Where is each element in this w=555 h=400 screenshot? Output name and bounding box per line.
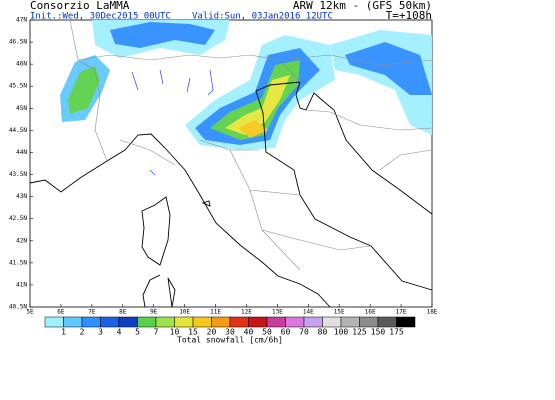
lat-label: 42N (16, 237, 27, 244)
lat-label: 40.5N (9, 304, 27, 311)
legend-level: 20 (207, 328, 217, 337)
init-time: Init.:Wed, 30Dec2015 00UTC (30, 12, 171, 22)
legend-level: 5 (135, 328, 140, 337)
lon-label: 13E (272, 309, 283, 316)
lon-label: 18E (427, 309, 438, 316)
legend-swatch (396, 316, 416, 328)
model-title: ARW 12km - (GFS 50km) (293, 0, 432, 12)
legend-level: 80 (318, 328, 328, 337)
legend-level: 1 (61, 328, 66, 337)
lon-label: 14E (303, 309, 314, 316)
lon-label: 7E (88, 309, 96, 316)
legend-level: 4 (117, 328, 122, 337)
coastline (29, 81, 433, 308)
legend-swatch (174, 316, 194, 328)
lon-label: 10E (179, 309, 190, 316)
valid-time: Valid:Sun, 03Jan2016 12UTC (192, 12, 333, 22)
lon-label: 11E (210, 309, 221, 316)
lat-label: 43N (16, 193, 27, 200)
legend-swatch (211, 316, 231, 328)
legend-swatch (44, 316, 64, 328)
legend-level: 15 (188, 328, 198, 337)
lat-label: 44.5N (9, 127, 27, 134)
legend-swatch (100, 316, 120, 328)
lat-label: 46.5N (9, 39, 27, 46)
lat-label: 47N (16, 17, 27, 24)
lon-label: 15E (334, 309, 345, 316)
borders (69, 19, 433, 271)
legend-title: Total snowfall [cm/6h] (177, 336, 283, 345)
legend-level: 2 (80, 328, 85, 337)
legend-swatch (155, 316, 175, 328)
legend-level: 150 (371, 328, 386, 337)
legend-level: 100 (334, 328, 349, 337)
legend-level: 10 (170, 328, 180, 337)
legend-swatch (266, 316, 286, 328)
lat-label: 45N (16, 105, 27, 112)
legend-level: 7 (154, 328, 159, 337)
legend-swatch (248, 316, 268, 328)
lat-label: 41.5N (9, 259, 27, 266)
lat-label: 43.5N (9, 171, 27, 178)
lead-time: T=+108h (386, 9, 432, 22)
color-legend: 1 2 3 4 5 7 10 15 20 30 40 50 60 70 80 100 125 150 175 (44, 316, 416, 337)
lon-label: 6E (57, 309, 65, 316)
legend-swatch (137, 316, 157, 328)
legend-swatch (285, 316, 305, 328)
legend-swatch (118, 316, 138, 328)
lon-label: 5E (26, 309, 34, 316)
lon-label: 8E (119, 309, 127, 316)
legend-swatch (63, 316, 83, 328)
legend-swatch (303, 316, 323, 328)
legend-level: 70 (299, 328, 309, 337)
legend-swatch (322, 316, 342, 328)
lakes (131, 69, 214, 176)
map-graticule-labels: 47N 46.5N 46N 45.5N 45N 44.5N 44N 43.5N 43N 42.5N… (9, 17, 438, 316)
legend-swatch (192, 316, 212, 328)
lat-label: 45.5N (9, 83, 27, 90)
legend-swatch (377, 316, 397, 328)
snow-field (60, 20, 432, 150)
legend-level: 50 (262, 328, 272, 337)
lat-label: 42.5N (9, 215, 27, 222)
lon-label: 17E (396, 309, 407, 316)
legend-swatch (340, 316, 360, 328)
legend-level: 175 (389, 328, 404, 337)
legend-swatch (229, 316, 249, 328)
lat-label: 46N (16, 61, 27, 68)
legend-level: 3 (98, 328, 103, 337)
legend-level: 60 (281, 328, 291, 337)
legend-level: 30 (225, 328, 235, 337)
legend-swatch (81, 316, 101, 328)
producer-title: Consorzio LaMMA (30, 0, 130, 12)
legend-swatch (359, 316, 379, 328)
lon-label: 9E (150, 309, 158, 316)
legend-level: 40 (244, 328, 254, 337)
lat-label: 41N (16, 281, 27, 288)
lon-label: 16E (365, 309, 376, 316)
lat-label: 44N (16, 149, 27, 156)
map-area (29, 19, 433, 308)
lon-label: 12E (241, 309, 252, 316)
legend-level: 125 (352, 328, 367, 337)
